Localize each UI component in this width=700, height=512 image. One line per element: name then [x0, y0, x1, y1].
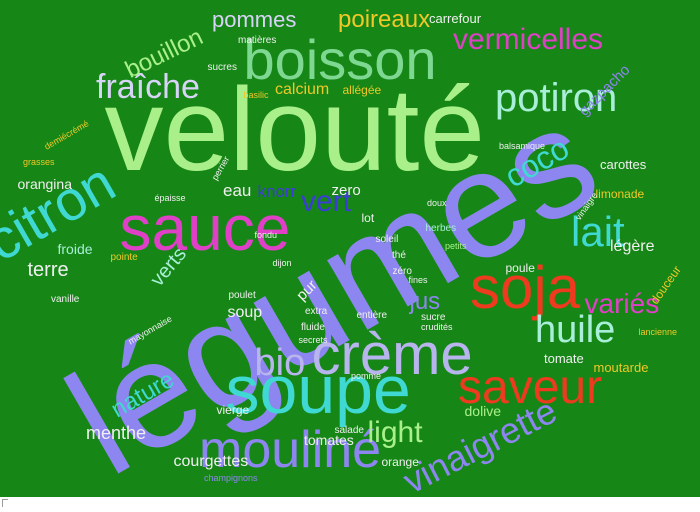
cloud-word: vert: [301, 185, 352, 218]
cloud-word: pomme: [351, 370, 382, 381]
cloud-word: vanille: [51, 294, 80, 305]
cloud-word: jus: [409, 288, 441, 315]
cloud-word: petits: [445, 240, 467, 251]
cloud-word: velouté: [104, 64, 486, 196]
cloud-word: carottes: [600, 156, 647, 172]
cloud-word: mouliné: [199, 421, 382, 479]
cloud-word: champignons: [204, 472, 258, 483]
cloud-word: fondu: [254, 229, 278, 240]
cloud-word: zéro: [392, 266, 412, 277]
cloud-word: froide: [57, 241, 93, 257]
cloud-word: boisson: [243, 28, 437, 91]
cloud-word: soupe: [225, 352, 411, 428]
bottom-strip: [0, 497, 700, 512]
cloud-word: fines: [408, 274, 428, 285]
cloud-word: herbes: [425, 223, 457, 234]
cloud-word: poulet: [228, 290, 256, 301]
corner-bracket-icon: [2, 499, 8, 507]
cloud-word: soja: [470, 254, 581, 321]
cloud-word: crème: [311, 322, 473, 387]
cloud-word: moutarde: [593, 359, 649, 375]
cloud-word: tomates: [304, 432, 354, 448]
cloud-word: salade: [334, 425, 364, 436]
cloud-word: balsamique: [499, 140, 546, 151]
cloud-word: potiron: [495, 76, 618, 120]
cloud-word: secrets: [298, 334, 328, 345]
cloud-word: calcium: [275, 81, 330, 98]
cloud-word: basilic: [243, 89, 269, 100]
cloud-word: crudités: [421, 321, 453, 332]
cloud-word: lot: [361, 211, 375, 225]
cloud-word: demiécrémé: [42, 117, 91, 152]
cloud-word: carrefour: [429, 10, 482, 26]
cloud-word: saveur: [458, 361, 603, 414]
cloud-word: sucres: [207, 62, 237, 73]
cloud-word: zero: [331, 181, 361, 199]
cloud-word: tomate: [544, 350, 584, 366]
cloud-word: lait: [571, 208, 625, 255]
cloud-word: épaisse: [154, 192, 186, 203]
cloud-word: bio: [254, 342, 306, 384]
cloud-word: grasses: [23, 156, 55, 167]
cloud-word: eau: [223, 180, 252, 200]
cloud-word: soup: [227, 304, 263, 321]
cloud-word: légère: [610, 238, 655, 255]
cloud-word: limonade: [595, 187, 645, 201]
cloud-word: pointe: [110, 252, 138, 263]
cloud-word: knorr: [257, 181, 297, 201]
cloud-word: light: [367, 416, 423, 449]
cloud-word: orangina: [17, 176, 73, 192]
cloud-word: poule: [505, 261, 535, 275]
cloud-word: variés: [584, 288, 660, 319]
cloud-word: fluide: [301, 322, 325, 333]
cloud-word: sucre: [421, 312, 446, 323]
cloud-word: allégée: [342, 83, 382, 97]
cloud-word: courgettes: [173, 453, 249, 470]
cloud-word: thé: [392, 250, 406, 261]
cloud-word: extra: [305, 306, 328, 317]
cloud-word: vermicelles: [453, 23, 604, 56]
cloud-word: menthe: [86, 423, 147, 443]
cloud-word: lancienne: [638, 326, 678, 337]
cloud-word: huile: [535, 309, 616, 351]
cloud-word: fraîche: [96, 68, 200, 106]
cloud-word: terre: [27, 259, 69, 281]
cloud-word: matières: [238, 35, 277, 46]
cloud-word: soleil: [375, 234, 399, 245]
word-cloud: légumes velouté boisson sauce soupe soja crème…: [0, 0, 700, 497]
cloud-word: dijon: [272, 257, 292, 268]
cloud-word: douceur: [647, 263, 684, 307]
cloud-word: vierge: [216, 403, 250, 417]
cloud-word: sauce: [119, 192, 291, 264]
cloud-word: orange: [381, 455, 419, 469]
cloud-word: pommes: [212, 7, 297, 32]
cloud-word: doux: [427, 197, 447, 208]
cloud-word: dolive: [464, 403, 502, 419]
cloud-word: entière: [356, 310, 388, 321]
cloud-word: poireaux: [338, 6, 431, 33]
